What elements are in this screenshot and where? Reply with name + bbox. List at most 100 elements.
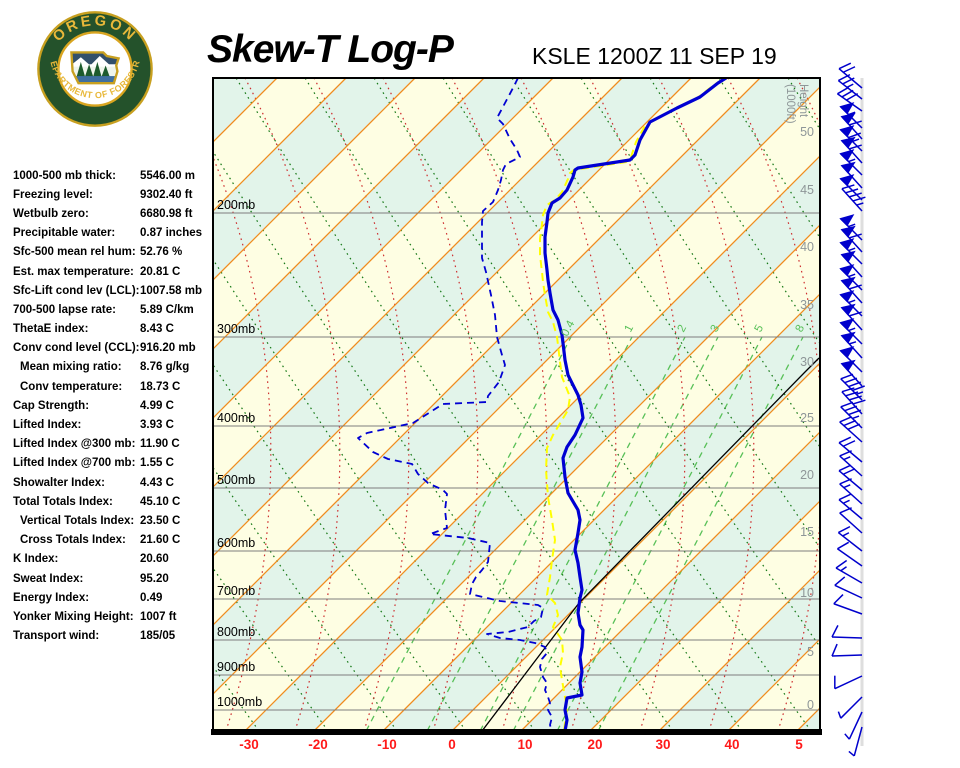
wind-barb-group (831, 62, 866, 757)
index-value: 185/05 (140, 630, 176, 643)
page-title: Skew-T Log-P (207, 28, 454, 71)
svg-text:20: 20 (800, 468, 814, 482)
index-value: 20.81 C (140, 265, 181, 278)
index-label: Mean mixing ratio: (20, 361, 122, 374)
wind-barb (838, 493, 863, 520)
index-label: Yonker Mixing Height: (13, 610, 134, 623)
svg-text:200mb: 200mb (217, 198, 255, 212)
wind-barb (837, 73, 863, 100)
wind-barb (840, 225, 863, 253)
index-row: Lifted Index: 3.93 C (13, 415, 213, 434)
svg-text:-20: -20 (308, 737, 328, 752)
svg-text:800mb: 800mb (217, 625, 255, 639)
index-value: 8.76 g/kg (140, 361, 190, 374)
svg-text:15: 15 (800, 525, 814, 539)
index-value: 1007 ft (140, 610, 177, 623)
index-value: 23.50 C (140, 514, 181, 527)
svg-text:40: 40 (724, 737, 739, 752)
reference-line (481, 357, 820, 731)
index-row: Conv temperature: 18.73 C (13, 377, 213, 396)
pressure-labels: 200mb 300mb 400mb 500mb 600mb 700mb 800mb 900mb… (217, 198, 262, 709)
svg-text:500mb: 500mb (217, 473, 255, 487)
index-label: ThetaE index: (13, 323, 89, 336)
svg-text:5: 5 (807, 645, 814, 659)
index-value: 21.60 C (140, 534, 181, 547)
index-value: 18.73 C (140, 380, 181, 393)
wind-barb (836, 86, 863, 112)
wind-barb (848, 726, 863, 757)
temp-axis-bar (211, 729, 822, 735)
index-label: Precipitable water: (13, 227, 116, 240)
svg-text:-10: -10 (377, 737, 397, 752)
index-value: 20.60 (140, 553, 169, 566)
index-label: Wetbulb zero: (13, 207, 89, 220)
wind-barb (839, 346, 863, 373)
index-label: Cross Totals Index: (20, 534, 126, 547)
temperature-trace (543, 78, 728, 731)
index-row: Sfc-500 mean rel hum: 52.76 % (13, 243, 213, 262)
svg-text:5: 5 (795, 737, 803, 752)
index-value: 45.10 C (140, 495, 181, 508)
wind-barb (838, 464, 863, 491)
wind-barb (839, 478, 863, 505)
index-label: Lifted Index @300 mb: (13, 438, 136, 451)
index-value: 6680.98 ft (140, 207, 193, 220)
index-row: Precipitable water: 0.87 inches (13, 224, 213, 243)
index-row: K Index: 20.60 (13, 550, 213, 569)
wind-barb (839, 238, 863, 265)
wind-barb (839, 149, 863, 176)
svg-text:0: 0 (807, 698, 814, 712)
wind-barb (838, 62, 863, 89)
index-label: Vertical Totals Index: (20, 514, 135, 527)
isotherm-group (213, 78, 820, 731)
index-row: Sweat Index: 95.20 (13, 569, 213, 588)
index-value: 95.20 (140, 572, 169, 585)
svg-text:10: 10 (800, 586, 814, 600)
index-label: Sfc-500 mean rel hum: (13, 246, 136, 259)
svg-text:300mb: 300mb (217, 322, 255, 336)
svg-text:5: 5 (753, 323, 767, 334)
wind-barb (840, 136, 863, 164)
index-label: Est. max temperature: (13, 265, 134, 278)
index-value: 4.99 C (140, 399, 174, 412)
index-row: Wetbulb zero: 6680.98 ft (13, 204, 213, 223)
index-row: Sfc-Lift cond lev (LCL): 1007.58 mb (13, 281, 213, 300)
wind-barb (833, 594, 863, 615)
index-row: Energy Index: 0.49 (13, 588, 213, 607)
svg-text:1: 1 (623, 323, 637, 334)
svg-text:400mb: 400mb (217, 411, 255, 425)
index-label: K Index: (13, 553, 59, 566)
wind-barb (836, 541, 863, 567)
index-label: 700-500 lapse rate: (13, 303, 116, 316)
wind-barb (835, 559, 863, 584)
index-row: ThetaE index: 8.43 C (13, 320, 213, 339)
index-value: 5546.00 m (140, 169, 195, 182)
index-label: Showalter Index: (13, 476, 106, 489)
index-value: 0.87 inches (140, 227, 203, 240)
odf-logo: OREGON DEPARTMENT OF FORESTRY (33, 2, 154, 128)
height-axis-title-line2: (1000ft) (784, 84, 796, 124)
svg-text:2: 2 (676, 323, 690, 334)
plot-area (213, 78, 820, 731)
svg-text:50: 50 (800, 125, 814, 139)
wind-barb (831, 625, 863, 639)
wind-barb (837, 696, 863, 719)
index-row: Transport wind: 185/05 (13, 627, 213, 646)
wind-barb (839, 416, 863, 443)
index-label: Total Totals Index: (13, 495, 113, 508)
svg-text:600mb: 600mb (217, 536, 255, 550)
index-label: Cap Strength: (13, 399, 90, 412)
svg-text:10: 10 (517, 737, 532, 752)
index-label: Lifted Index @700 mb: (13, 457, 136, 470)
svg-text:35: 35 (800, 298, 814, 312)
index-value: 3.93 C (140, 419, 174, 432)
height-axis-title-line1: Height (797, 84, 809, 118)
temp-axis-labels: -30 -20 -10 0 10 20 30 40 5 (239, 737, 803, 752)
wind-barb (838, 436, 863, 463)
index-row: Cross Totals Index: 21.60 C (13, 531, 213, 550)
index-label: Freezing level: (13, 188, 93, 201)
svg-text:30: 30 (655, 737, 670, 752)
wind-barb (839, 318, 863, 345)
dewpoint-trace (357, 78, 553, 731)
